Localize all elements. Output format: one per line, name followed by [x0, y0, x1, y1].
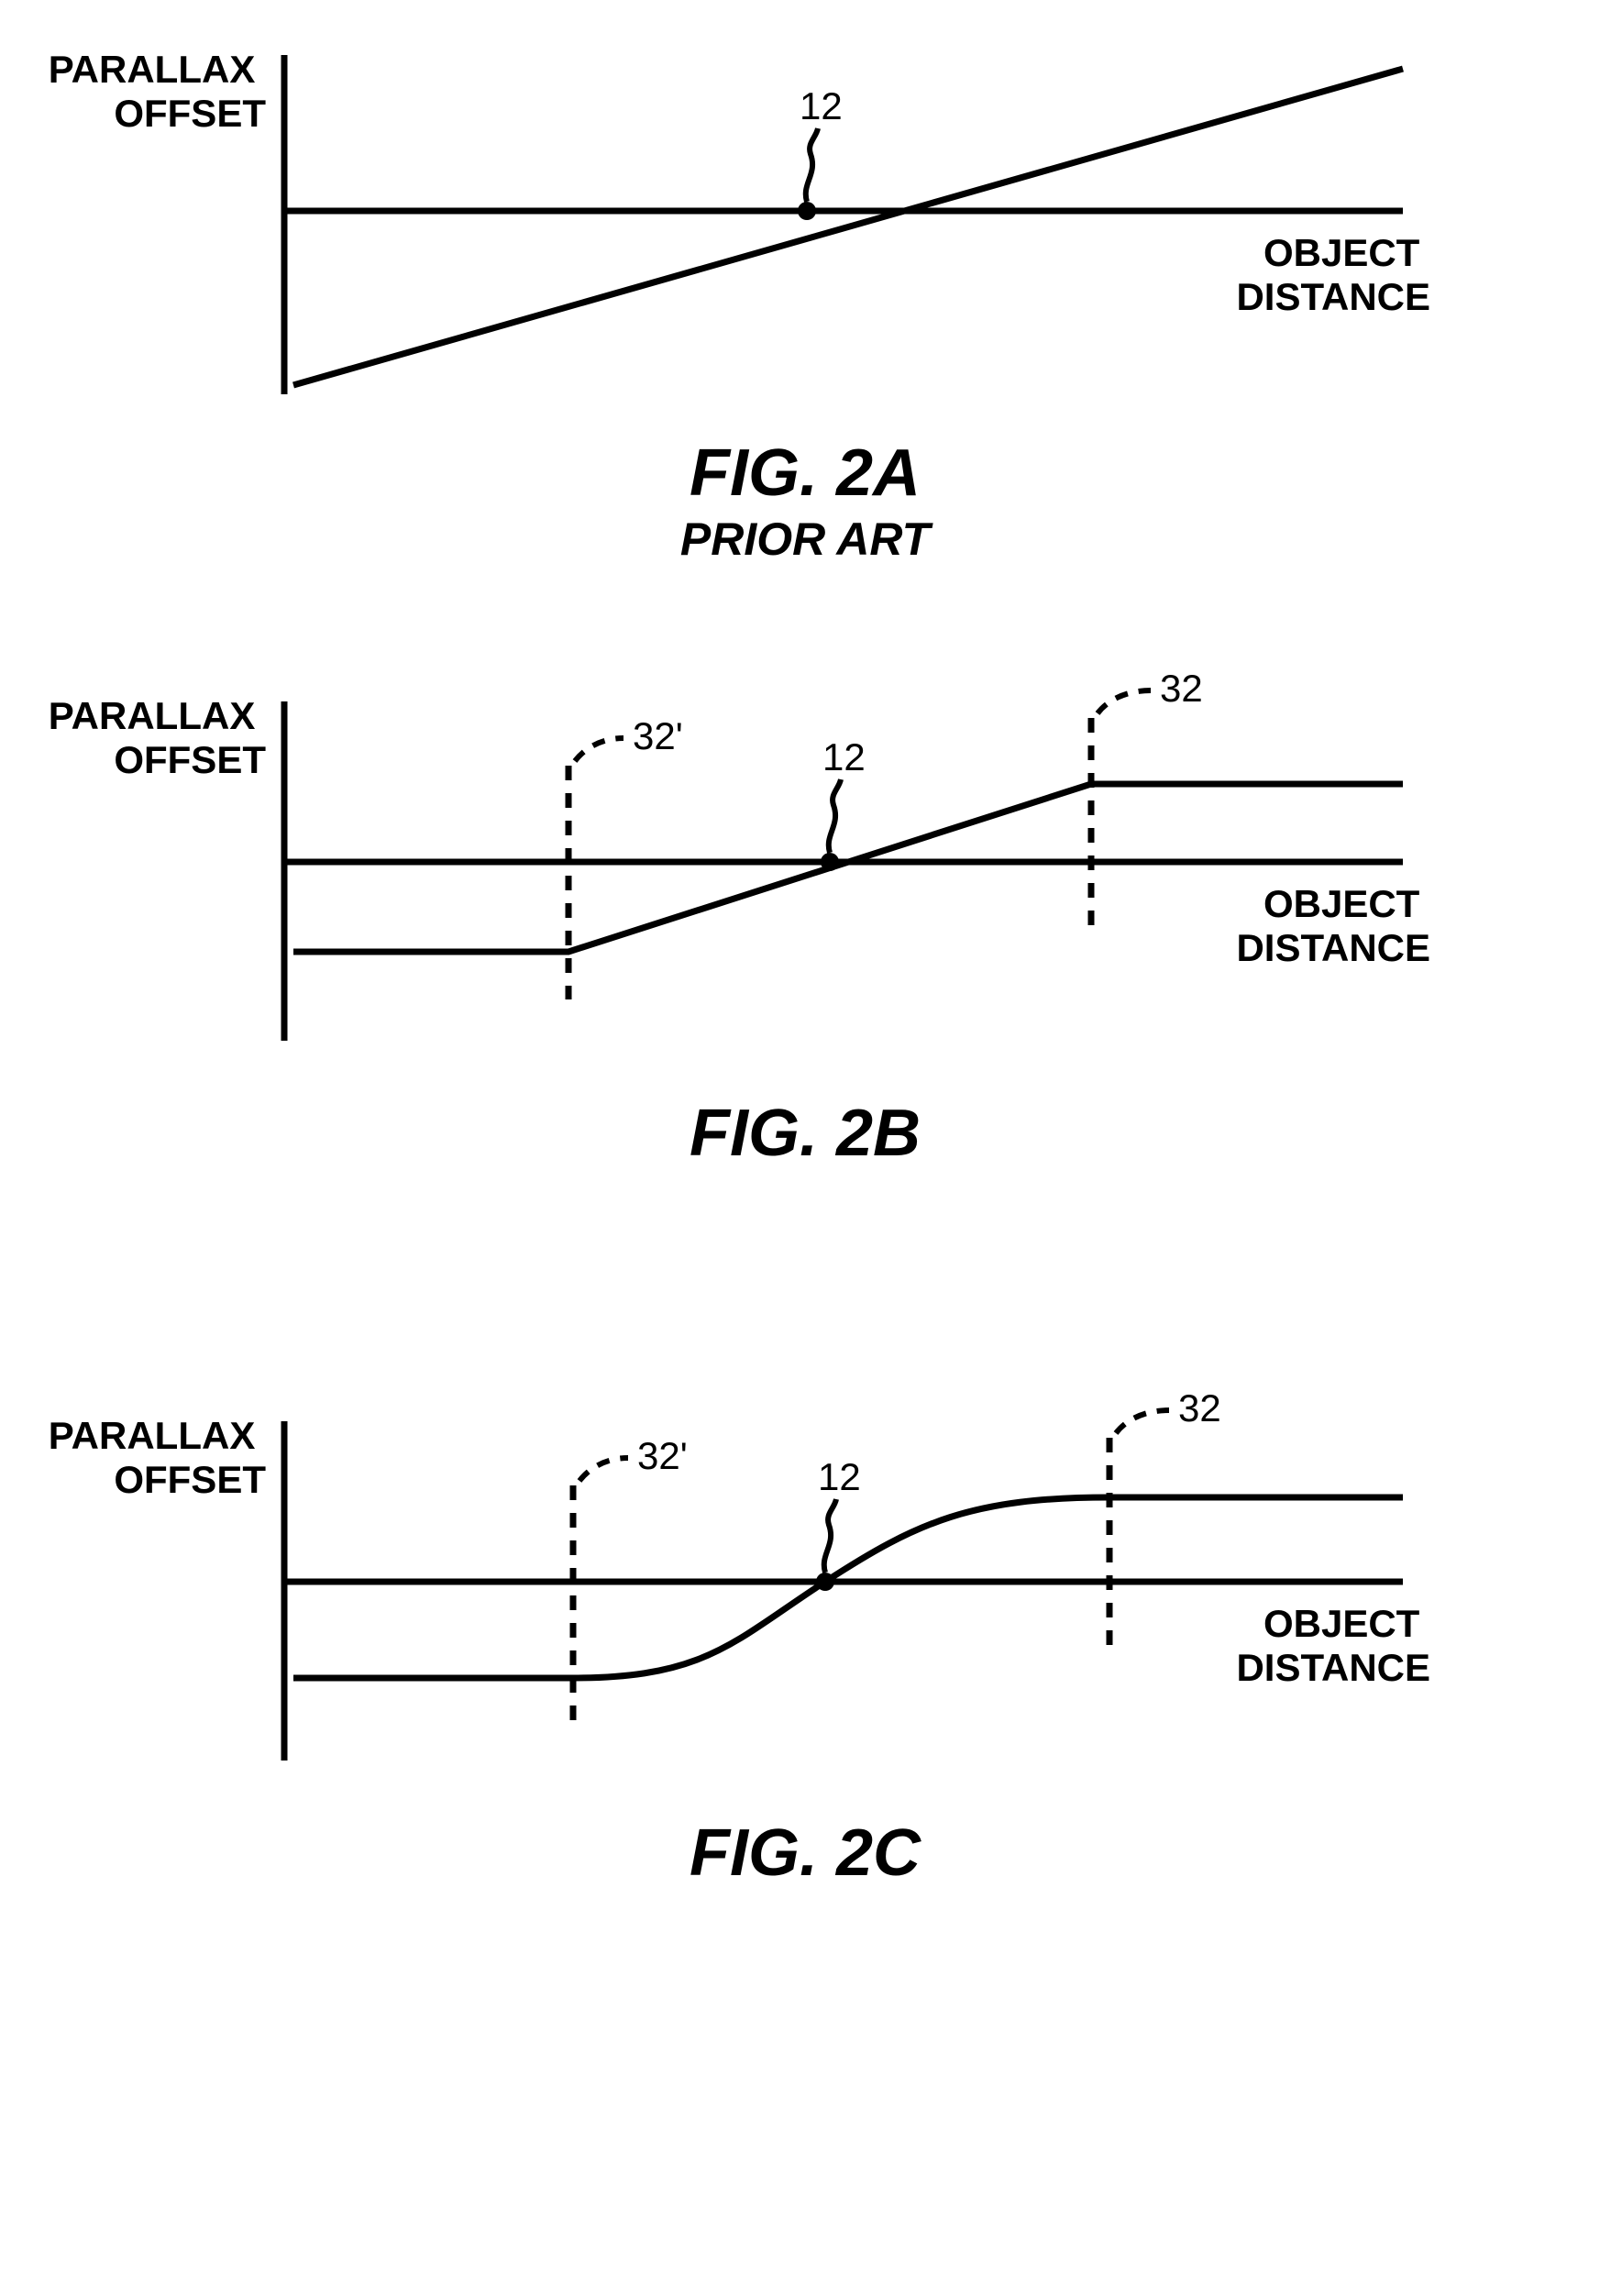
fig-2a-ylabel-1: PARALLAX — [49, 48, 256, 91]
figures-container: PARALLAX OFFSET OBJECT DISTANCE 12 FIG. … — [0, 0, 1611, 1976]
fig-2b-ref32p-leader — [575, 738, 623, 761]
fig-2c-svg: PARALLAX OFFSET OBJECT DISTANCE 12 32' 3… — [0, 1366, 1611, 1971]
fig-2a-xlabel: OBJECT DISTANCE — [1236, 231, 1430, 318]
fig-2b-xlabel: OBJECT DISTANCE — [1236, 882, 1430, 969]
fig-2a-xlabel-2: DISTANCE — [1236, 275, 1430, 318]
fig-2a-ref12-leader — [806, 128, 818, 202]
fig-2c-ylabel-2: OFFSET — [114, 1458, 266, 1501]
fig-2b-xlabel-2: DISTANCE — [1236, 926, 1430, 969]
fig-2c-xlabel-1: OBJECT — [1263, 1602, 1420, 1645]
fig-2a-data-line — [293, 69, 1403, 385]
fig-2c-ylabel: PARALLAX OFFSET — [49, 1414, 267, 1501]
fig-2c-ref12-label: 12 — [818, 1455, 861, 1498]
fig-2c-xlabel-2: DISTANCE — [1236, 1646, 1430, 1689]
fig-2b-ref12-dot — [821, 853, 839, 871]
fig-2c-ref32p-leader — [579, 1458, 628, 1481]
fig-2c-ref12-dot — [816, 1573, 834, 1591]
fig-2c-caption: FIG. 2C — [690, 1816, 921, 1890]
fig-2b-ref32-leader — [1098, 690, 1151, 713]
spacer — [0, 1256, 1611, 1366]
fig-2b-xlabel-1: OBJECT — [1263, 882, 1420, 925]
fig-2b-svg: PARALLAX OFFSET OBJECT DISTANCE 12 32' 3… — [0, 646, 1611, 1252]
fig-2b-caption: FIG. 2B — [690, 1097, 921, 1170]
fig-2c-ref32-leader — [1116, 1410, 1169, 1433]
fig-2a-xlabel-1: OBJECT — [1263, 231, 1420, 274]
fig-2c-ref32p-label: 32' — [637, 1434, 688, 1477]
fig-2a-ylabel: PARALLAX OFFSET — [49, 48, 267, 135]
fig-2c-xlabel: OBJECT DISTANCE — [1236, 1602, 1430, 1689]
fig-2b-ref32p-label: 32' — [633, 714, 683, 757]
fig-2a-svg: PARALLAX OFFSET OBJECT DISTANCE 12 FIG. … — [0, 0, 1611, 642]
fig-2a-subcaption: PRIOR ART — [680, 513, 934, 565]
fig-2b-ylabel-2: OFFSET — [114, 738, 266, 781]
fig-2c-ylabel-1: PARALLAX — [49, 1414, 256, 1457]
fig-2b-ref32-label: 32 — [1160, 667, 1203, 710]
fig-2a-ylabel-2: OFFSET — [114, 92, 266, 135]
fig-2c-ref12-leader — [824, 1499, 836, 1573]
fig-2a-caption: FIG. 2A — [690, 436, 921, 510]
fig-2a-ref12-label: 12 — [800, 84, 843, 127]
fig-2c-ref32-label: 32 — [1178, 1386, 1221, 1429]
fig-2b-ylabel-1: PARALLAX — [49, 694, 256, 737]
fig-2b-ylabel: PARALLAX OFFSET — [49, 694, 267, 781]
fig-2b-ref12-leader — [829, 779, 841, 853]
fig-2b-ref12-label: 12 — [822, 735, 866, 778]
fig-2a-ref12-dot — [798, 202, 816, 220]
